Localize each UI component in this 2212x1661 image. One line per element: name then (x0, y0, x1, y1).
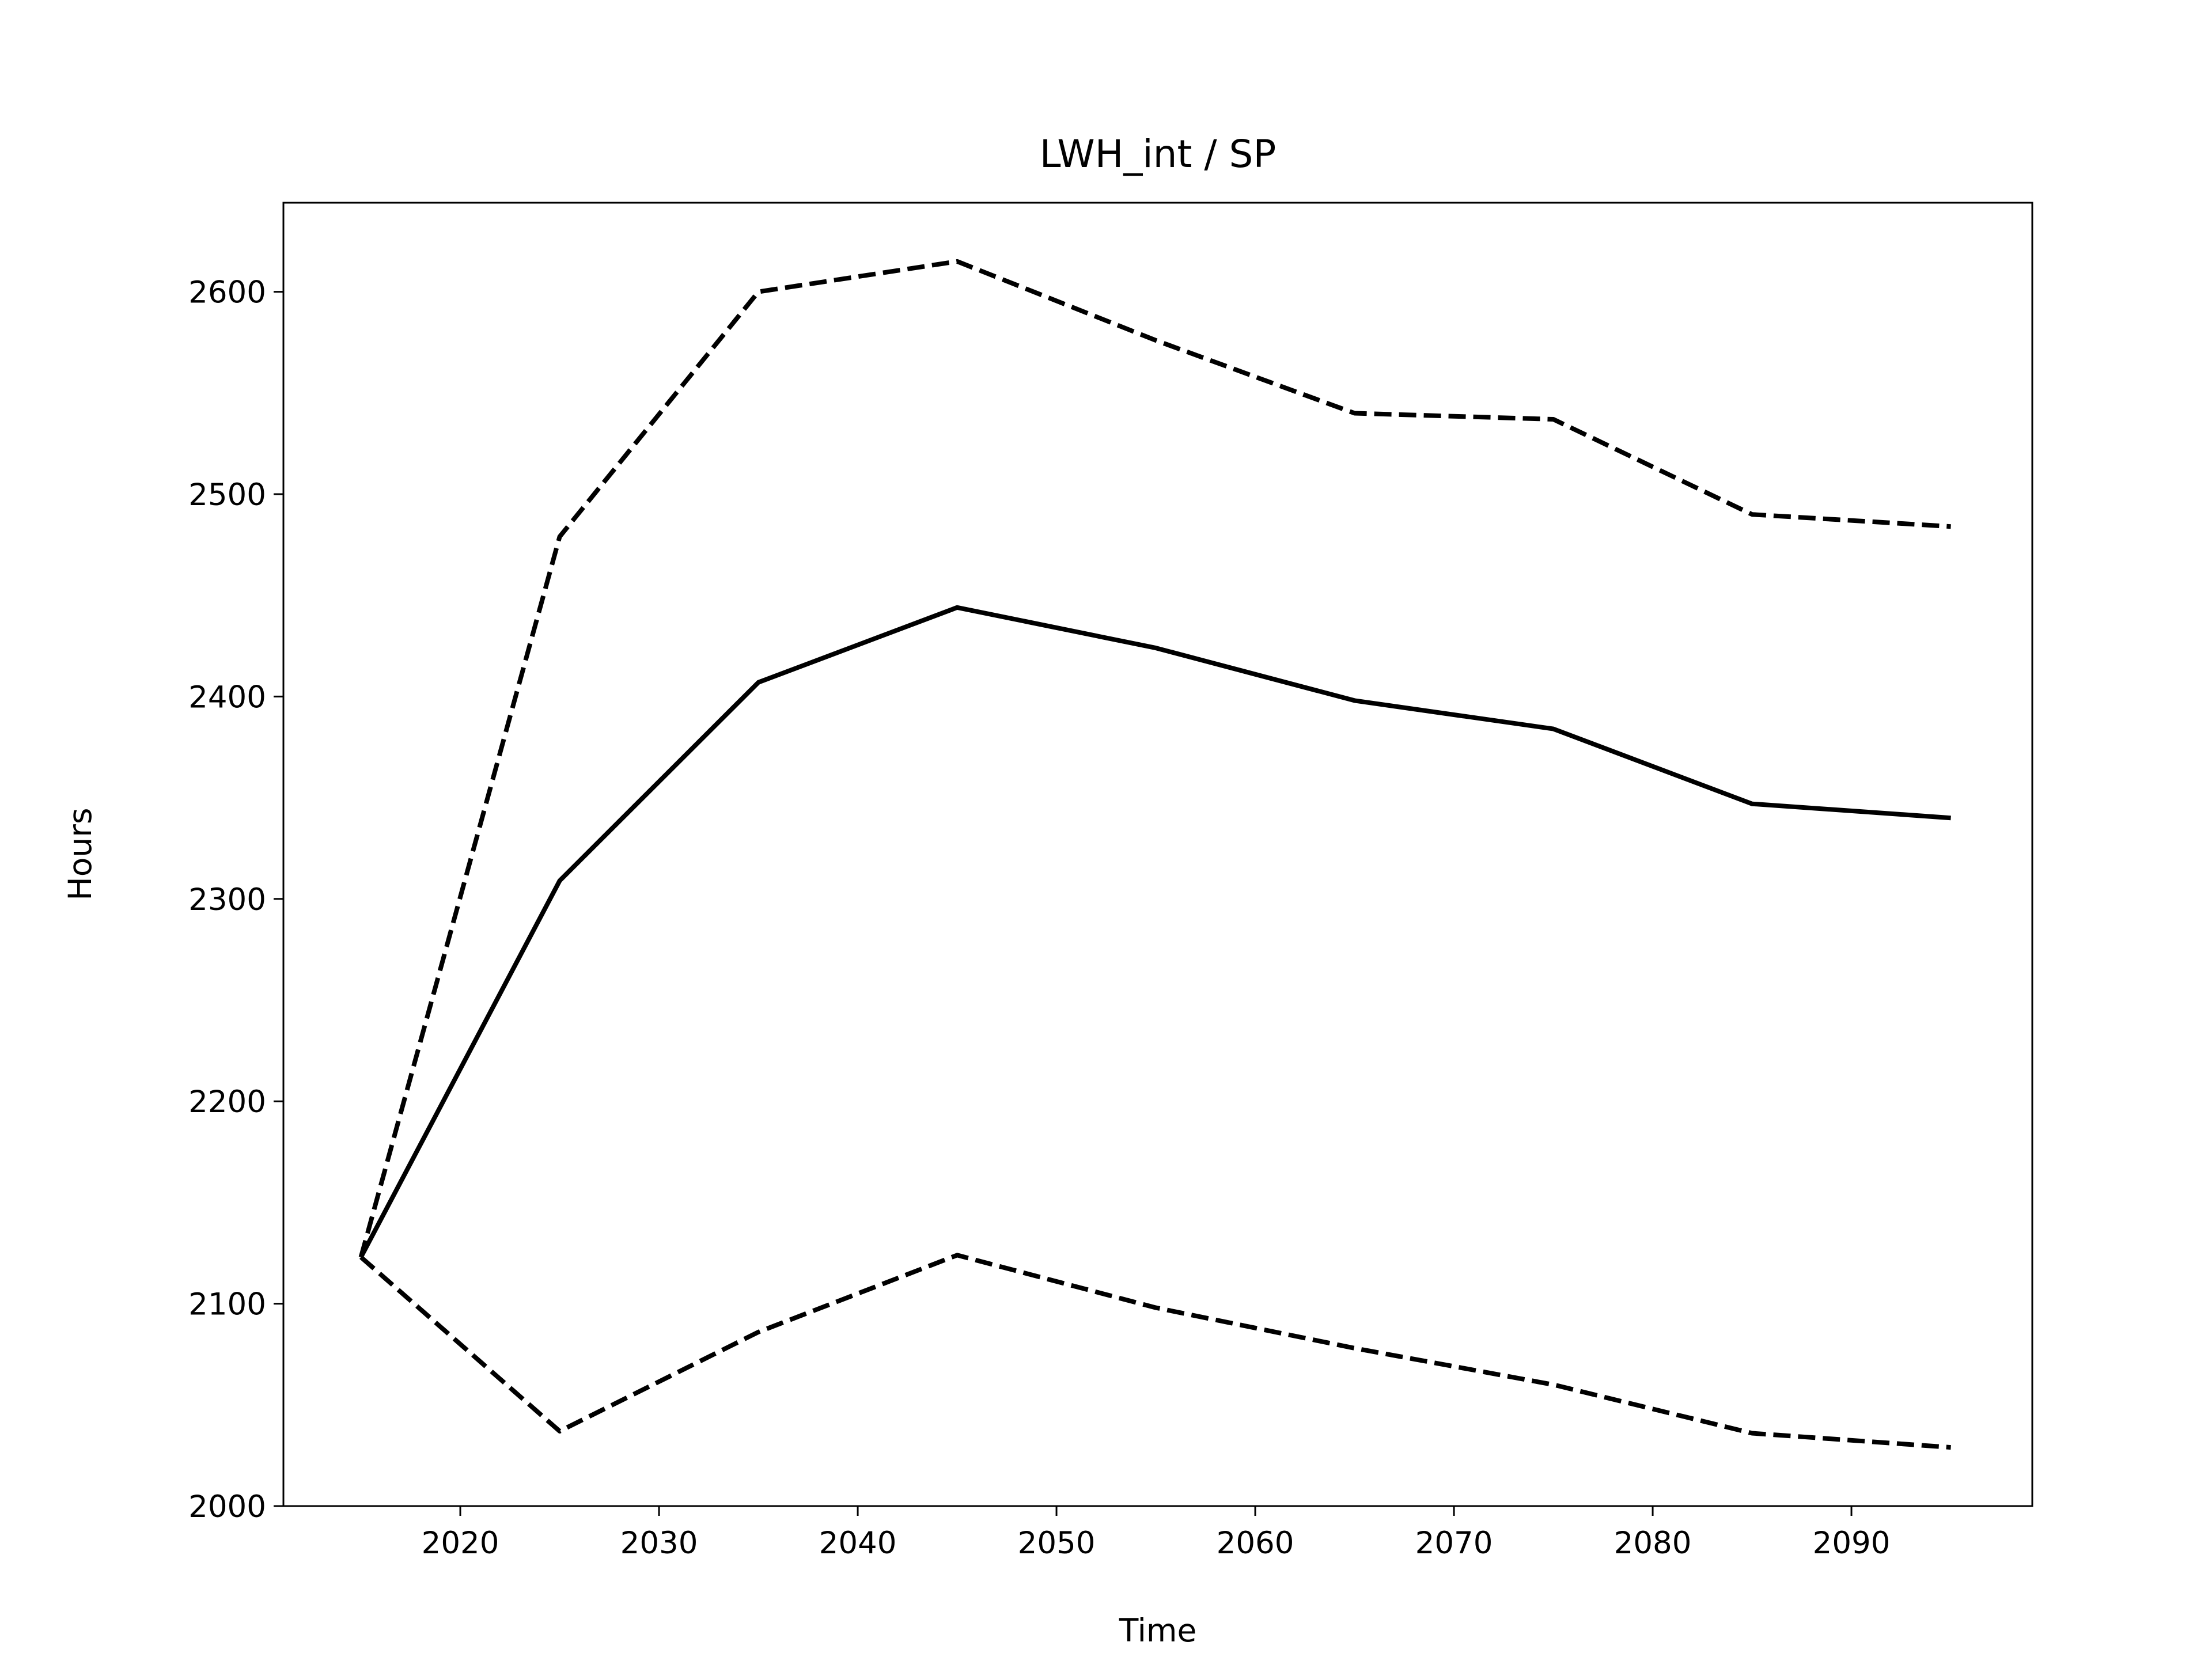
x-tick-label: 2070 (1415, 1526, 1493, 1561)
x-tick-label: 2060 (1217, 1526, 1294, 1561)
y-tick-label: 2200 (188, 1084, 266, 1120)
y-tick-label: 2100 (188, 1287, 266, 1322)
plot-frame (282, 202, 2033, 1507)
y-tick-label: 2300 (188, 882, 266, 917)
y-tick-label: 2400 (188, 680, 266, 715)
chart-title: LWH_int / SP (1040, 132, 1277, 176)
data-line (358, 259, 1951, 1258)
x-tick-label: 2080 (1614, 1526, 1692, 1561)
y-tick-label: 2000 (188, 1489, 266, 1525)
y-axis-label: Hours (62, 807, 99, 900)
y-tick-label: 2500 (188, 477, 266, 513)
x-tick-label: 2040 (819, 1526, 897, 1561)
x-axis-label: Time (1119, 1612, 1197, 1649)
y-tick-label: 2600 (188, 275, 266, 310)
x-tick-label: 2030 (620, 1526, 698, 1561)
data-line (359, 1253, 1951, 1450)
x-tick-label: 2020 (422, 1526, 499, 1561)
x-tick-label: 2050 (1018, 1526, 1096, 1561)
data-line (359, 605, 1951, 1258)
x-tick-label: 2090 (1813, 1526, 1891, 1561)
